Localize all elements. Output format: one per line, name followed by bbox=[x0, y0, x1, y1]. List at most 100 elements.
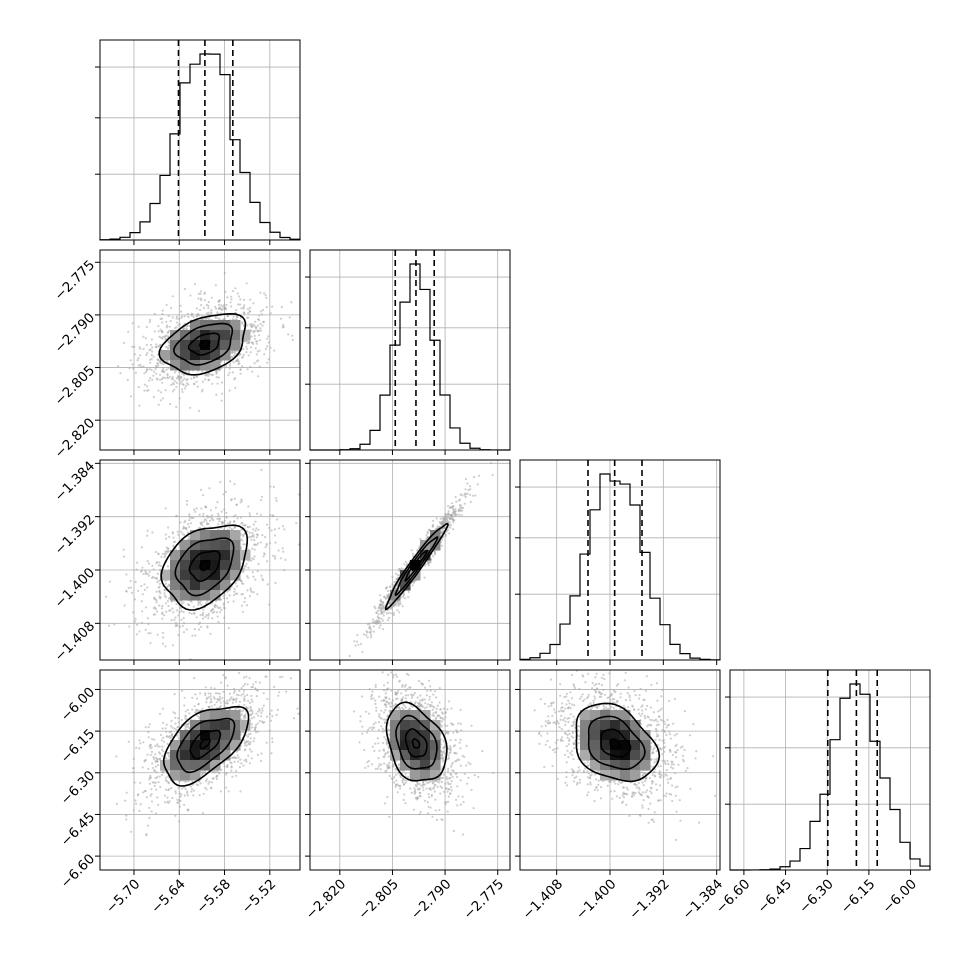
scatter-point bbox=[174, 814, 177, 817]
scatter-point bbox=[138, 354, 142, 357]
scatter-point bbox=[202, 512, 205, 515]
scatter-point bbox=[175, 385, 178, 389]
scatter-point bbox=[454, 507, 457, 511]
scatter-point bbox=[153, 576, 156, 580]
scatter-point bbox=[236, 316, 239, 319]
scatter-point bbox=[250, 559, 253, 562]
scatter-point bbox=[135, 568, 138, 571]
scatter-point bbox=[148, 318, 152, 321]
scatter-point bbox=[288, 316, 291, 319]
scatter-point bbox=[252, 591, 255, 594]
scatter-point bbox=[152, 374, 155, 377]
scatter-point bbox=[156, 358, 159, 361]
scatter-point bbox=[150, 576, 154, 579]
scatter-point bbox=[366, 636, 369, 639]
scatter-point bbox=[454, 495, 457, 499]
scatter-point bbox=[194, 510, 197, 513]
scatter-point bbox=[145, 325, 148, 329]
scatter-point bbox=[156, 745, 159, 748]
scatter-point bbox=[381, 601, 384, 604]
scatter-point bbox=[189, 294, 192, 297]
scatter-point bbox=[243, 543, 247, 546]
scatter-point bbox=[222, 594, 225, 598]
scatter-point bbox=[271, 737, 274, 740]
scatter-point bbox=[218, 306, 221, 309]
scatter-point bbox=[128, 367, 131, 370]
scatter-point bbox=[208, 487, 211, 490]
scatter-point bbox=[175, 317, 178, 320]
scatter-point bbox=[183, 527, 186, 530]
scatter-point bbox=[260, 499, 263, 502]
scatter-point bbox=[256, 512, 259, 515]
scatter-point bbox=[230, 295, 233, 298]
scatter-point bbox=[157, 403, 160, 406]
scatter-point bbox=[147, 562, 151, 565]
scatter-point bbox=[139, 347, 142, 350]
scatter-point bbox=[245, 347, 249, 350]
scatter-point bbox=[376, 609, 380, 613]
scatter-point bbox=[165, 610, 168, 613]
scatter-point bbox=[204, 770, 207, 773]
scatter-point bbox=[281, 326, 284, 329]
scatter-point bbox=[404, 560, 407, 564]
scatter-point bbox=[158, 579, 161, 582]
scatter-point bbox=[148, 816, 151, 820]
scatter-point bbox=[155, 601, 158, 604]
scatter-point bbox=[182, 611, 185, 614]
scatter-point bbox=[168, 325, 171, 328]
scatter-point bbox=[164, 533, 167, 536]
scatter-point bbox=[435, 517, 438, 520]
scatter-point bbox=[175, 603, 178, 606]
scatter-point bbox=[149, 343, 153, 346]
scatter-point bbox=[242, 306, 245, 309]
scatter-point bbox=[243, 567, 246, 570]
scatter-point bbox=[162, 740, 166, 743]
scatter-point bbox=[159, 592, 162, 595]
scatter-point bbox=[223, 272, 226, 275]
scatter-point bbox=[281, 323, 285, 326]
scatter-point bbox=[160, 612, 164, 616]
scatter-point bbox=[229, 480, 232, 483]
scatter-point bbox=[207, 311, 210, 314]
scatter-point bbox=[156, 760, 159, 763]
scatter-point bbox=[151, 531, 154, 534]
scatter-point bbox=[164, 554, 167, 557]
scatter-point bbox=[472, 475, 476, 479]
scatter-point bbox=[156, 580, 159, 584]
scatter-point bbox=[471, 494, 474, 497]
scatter-point bbox=[159, 564, 162, 567]
scatter-point bbox=[226, 590, 229, 593]
scatter-point bbox=[217, 512, 220, 515]
scatter-point bbox=[167, 604, 170, 608]
scatter-point bbox=[167, 367, 170, 370]
scatter-point bbox=[243, 759, 246, 762]
scatter-point bbox=[142, 741, 145, 744]
scatter-point bbox=[397, 604, 400, 607]
scatter-point bbox=[201, 380, 204, 383]
scatter-point bbox=[267, 341, 270, 344]
scatter-point bbox=[143, 383, 147, 386]
scatter-point bbox=[253, 362, 256, 365]
scatter-point bbox=[387, 611, 390, 615]
scatter-point bbox=[205, 613, 208, 617]
scatter-point bbox=[239, 580, 242, 583]
scatter-point bbox=[122, 555, 126, 558]
scatter-point bbox=[259, 310, 263, 313]
scatter-point bbox=[150, 353, 153, 356]
scatter-point bbox=[174, 548, 178, 551]
scatter-point bbox=[177, 533, 180, 536]
scatter-point bbox=[166, 324, 169, 327]
scatter-point bbox=[162, 636, 165, 639]
scatter-point bbox=[196, 375, 199, 379]
scatter-point bbox=[416, 549, 419, 552]
scatter-point bbox=[277, 527, 281, 530]
scatter-point bbox=[137, 386, 140, 389]
scatter-point bbox=[187, 725, 190, 729]
scatter-point bbox=[444, 535, 447, 538]
scatter-point bbox=[375, 622, 378, 625]
scatter-point bbox=[146, 534, 149, 537]
scatter-point bbox=[157, 364, 160, 367]
scatter-point bbox=[223, 317, 226, 320]
scatter-point bbox=[133, 620, 136, 623]
